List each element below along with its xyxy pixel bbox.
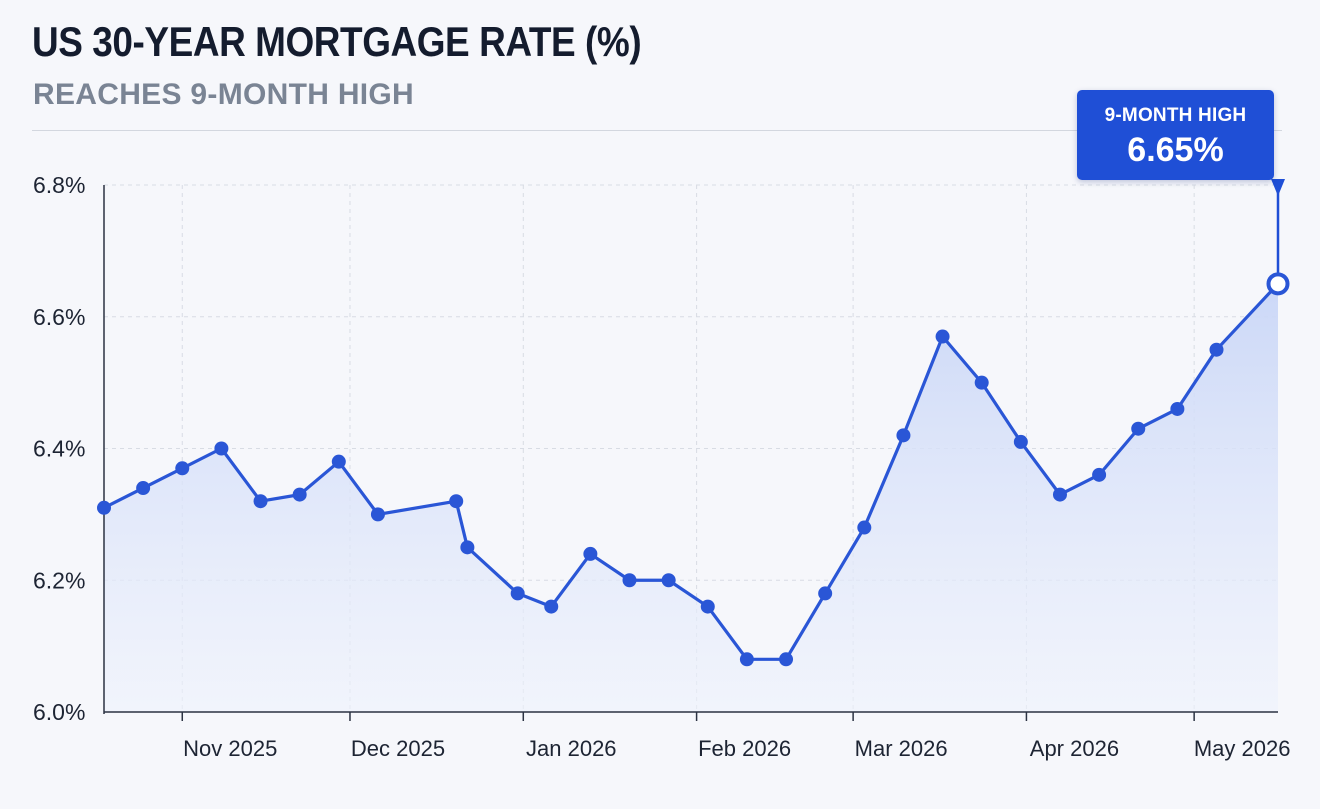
data-point — [974, 375, 989, 390]
data-point — [779, 652, 794, 667]
data-point — [1209, 342, 1224, 357]
x-tick-label: Mar 2026 — [855, 736, 948, 761]
data-point — [292, 487, 307, 502]
data-point — [622, 573, 637, 588]
data-point — [896, 428, 911, 443]
data-point — [1131, 421, 1146, 436]
data-point — [544, 599, 559, 614]
x-tick-label: Feb 2026 — [698, 736, 791, 761]
x-tick-label: Jan 2026 — [526, 736, 617, 761]
data-point — [1170, 401, 1185, 416]
data-point — [818, 586, 833, 601]
highlight-point — [1266, 272, 1290, 296]
callout-value: 6.65% — [1127, 131, 1224, 169]
data-point — [700, 599, 715, 614]
data-point — [583, 546, 598, 561]
callout-label: 9-MONTH HIGH — [1104, 105, 1247, 126]
data-point — [1092, 467, 1107, 482]
y-tick-label: 6.0% — [33, 699, 85, 725]
data-point — [214, 441, 229, 456]
x-tick-label: May 2026 — [1194, 736, 1291, 761]
data-point — [739, 652, 754, 667]
data-point — [1052, 487, 1067, 502]
data-point — [510, 586, 525, 601]
data-point — [175, 461, 190, 476]
data-point — [661, 573, 676, 588]
data-point — [97, 500, 111, 515]
header-divider — [32, 130, 1282, 131]
data-point — [136, 481, 151, 496]
data-point — [253, 494, 268, 509]
data-point — [449, 494, 464, 509]
data-point — [370, 507, 385, 522]
callout-pointer — [1271, 179, 1285, 196]
callout-box: 9-MONTH HIGH 6.65% — [1077, 90, 1274, 180]
data-point — [331, 454, 346, 469]
y-tick-label: 6.4% — [33, 436, 85, 462]
data-points — [97, 179, 1290, 667]
axes — [103, 185, 1278, 721]
chart-title: US 30-YEAR MORTGAGE RATE (%) — [32, 18, 642, 65]
data-point — [1013, 434, 1028, 449]
x-tick-label: Apr 2026 — [1030, 736, 1119, 761]
y-tick-label: 6.6% — [33, 304, 85, 330]
tick-labels: 6.0% 6.2% 6.4% 6.6% 6.8% Nov 2025 Dec 2025 Jan … — [33, 172, 1290, 761]
y-tick-label: 6.2% — [33, 567, 85, 593]
data-point — [935, 329, 950, 344]
data-point — [857, 520, 872, 535]
area-fill — [104, 283, 1278, 712]
x-tick-label: Nov 2025 — [183, 736, 277, 761]
chart-subtitle: REACHES 9-MONTH HIGH — [33, 78, 415, 111]
data-point — [460, 540, 475, 555]
y-tick-label: 6.8% — [33, 172, 85, 198]
x-tick-label: Dec 2025 — [351, 736, 445, 761]
